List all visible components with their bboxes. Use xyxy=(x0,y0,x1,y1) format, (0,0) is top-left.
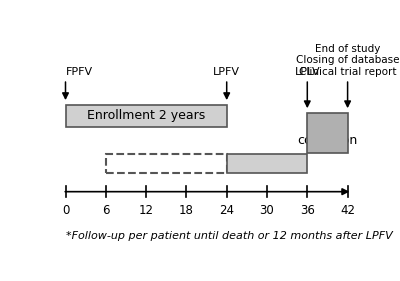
Text: Follow-up*: Follow-up* xyxy=(234,157,300,170)
Text: LPLV: LPLV xyxy=(294,67,320,77)
Text: 30: 30 xyxy=(260,203,274,217)
Text: Data
collection: Data collection xyxy=(297,119,358,147)
Bar xyxy=(106,154,227,173)
Text: Enrollment 2 years: Enrollment 2 years xyxy=(87,109,205,123)
Bar xyxy=(66,105,227,127)
Text: 42: 42 xyxy=(340,203,355,217)
Text: *Follow-up per patient until death or 12 months after LPFV: *Follow-up per patient until death or 12… xyxy=(66,232,392,241)
Bar xyxy=(227,154,307,173)
Text: 18: 18 xyxy=(179,203,194,217)
Text: 6: 6 xyxy=(102,203,110,217)
Text: 0: 0 xyxy=(62,203,69,217)
Text: 12: 12 xyxy=(138,203,154,217)
Text: LPFV: LPFV xyxy=(213,67,240,77)
Text: 36: 36 xyxy=(300,203,315,217)
Bar xyxy=(307,113,348,153)
Text: FPFV: FPFV xyxy=(66,67,93,77)
Text: End of study
Closing of database
Clinical trial report: End of study Closing of database Clinica… xyxy=(296,44,399,77)
Text: 24: 24 xyxy=(219,203,234,217)
